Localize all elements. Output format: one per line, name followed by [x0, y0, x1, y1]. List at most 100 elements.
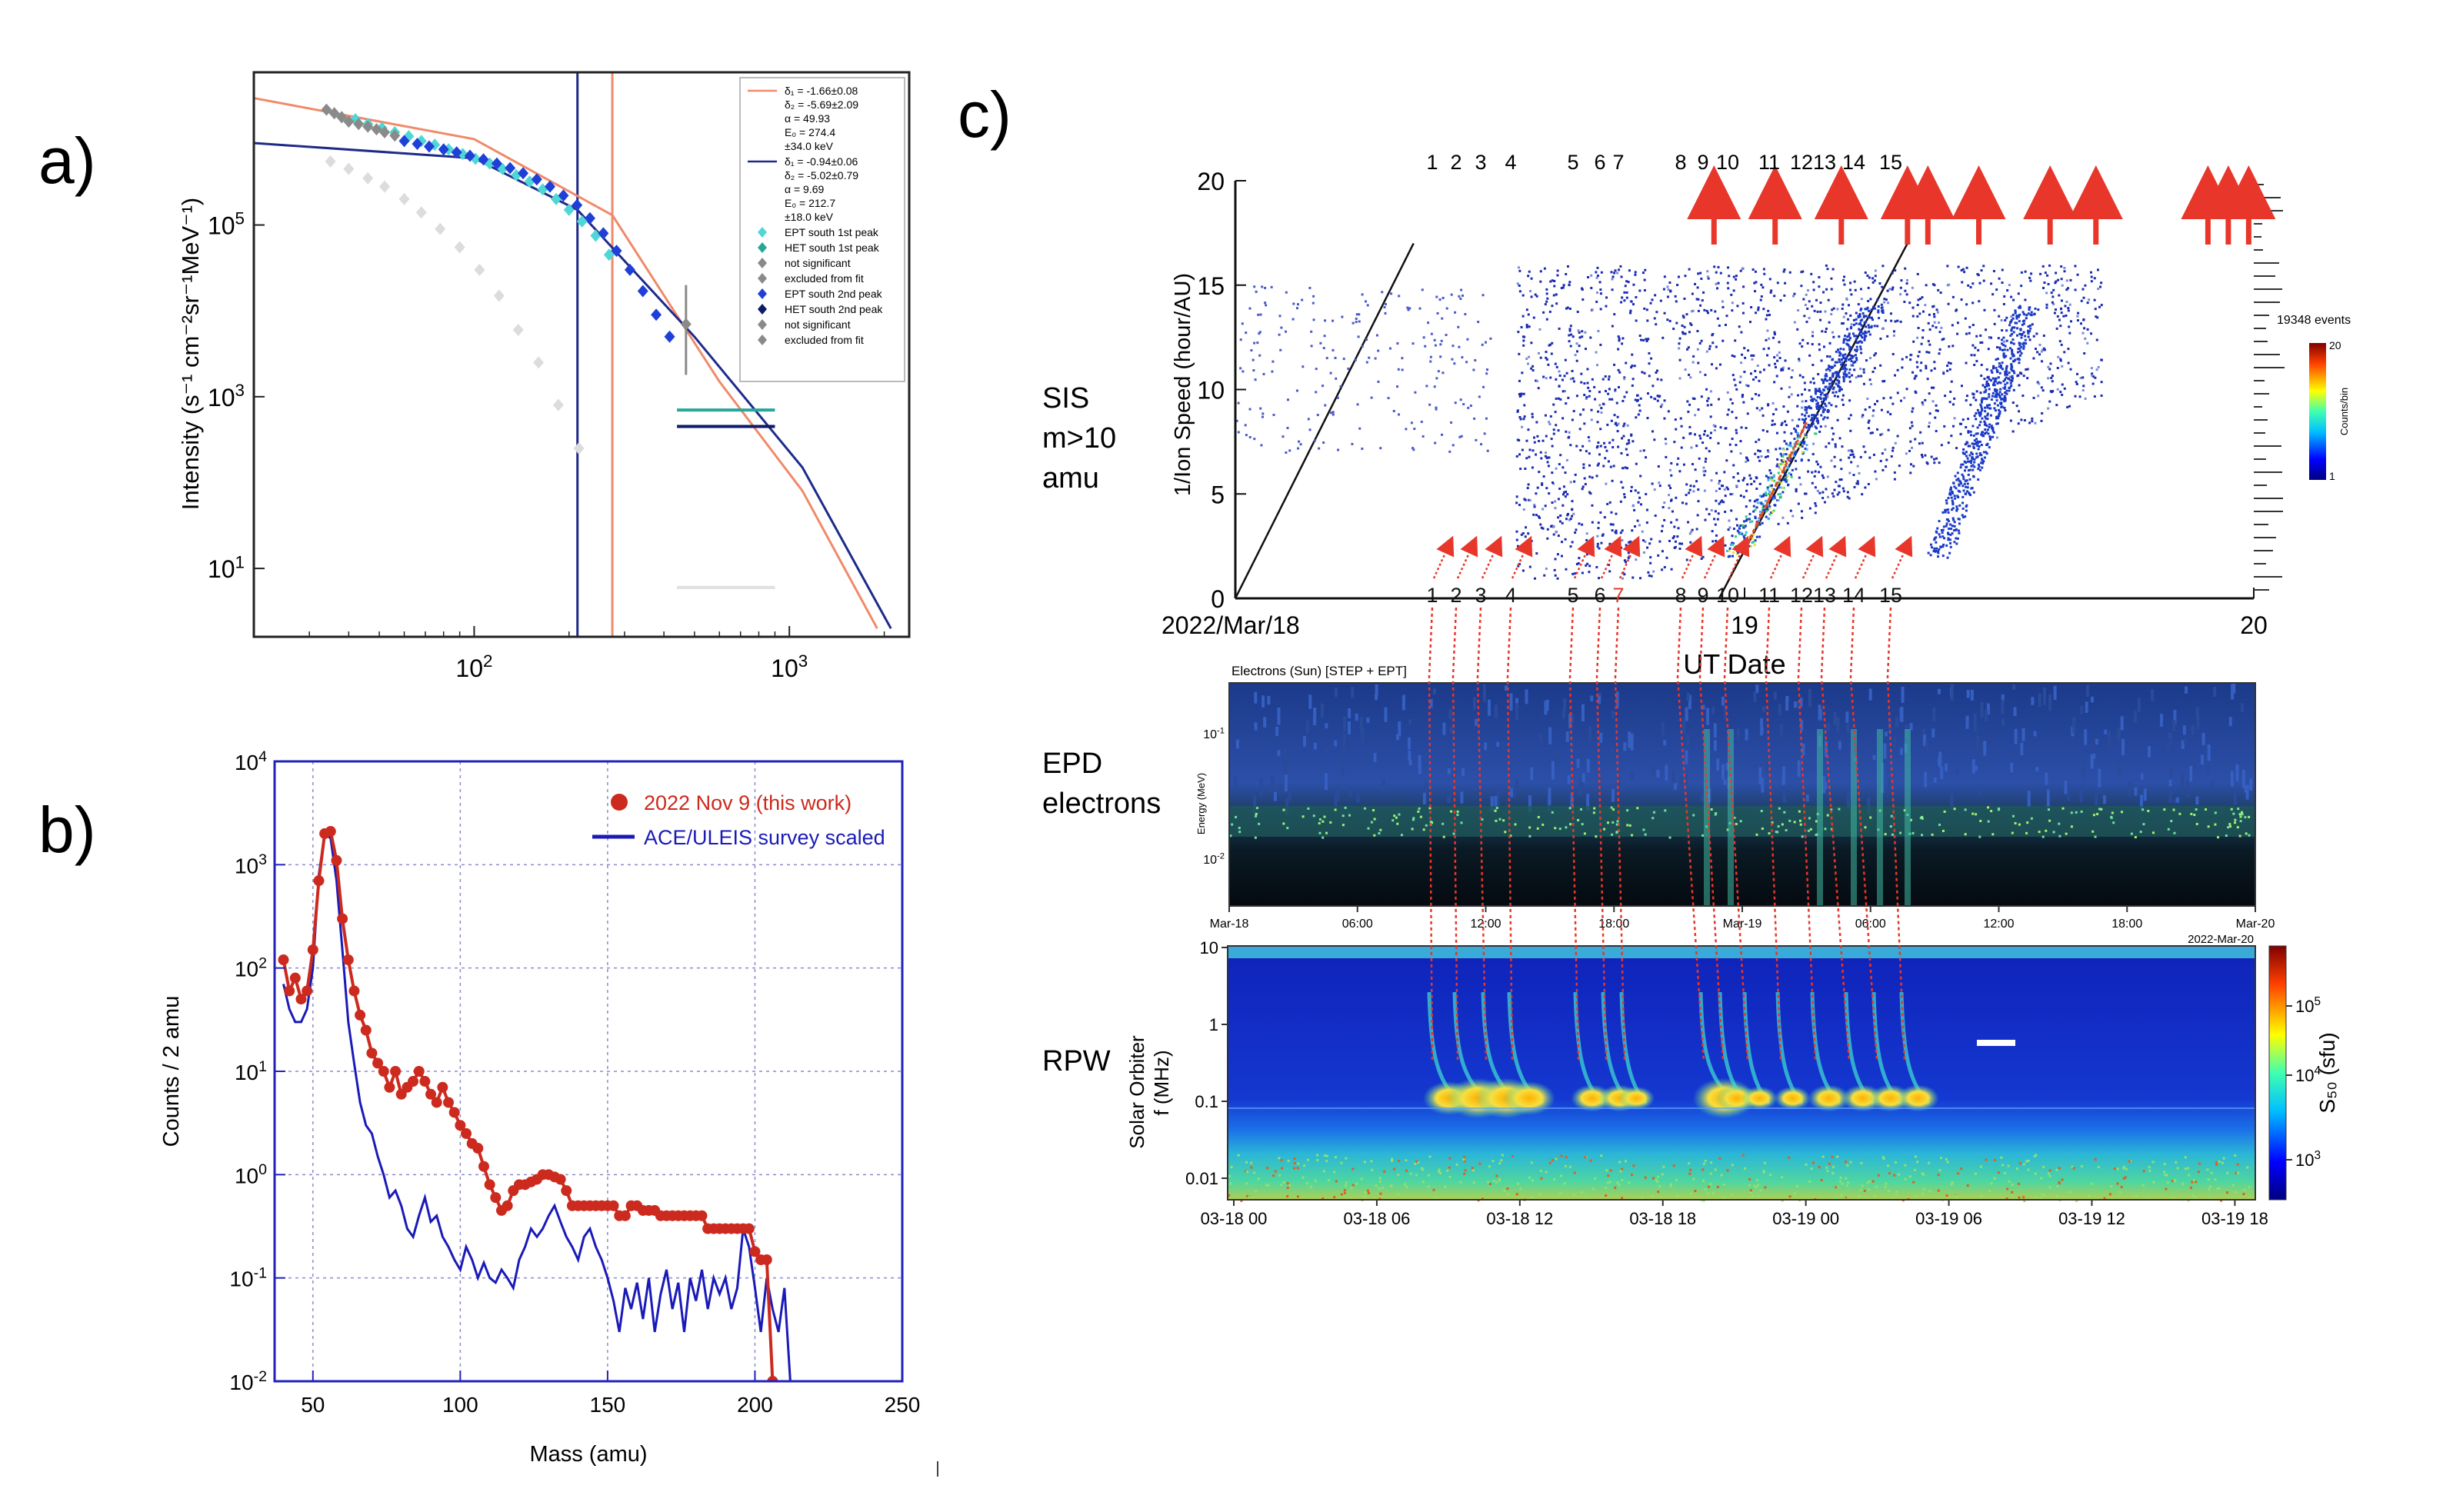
- scatter-point: [1931, 325, 1935, 328]
- scatter-point: [1691, 397, 1695, 400]
- scatter-point: [1795, 488, 1798, 491]
- streak-point: [1965, 451, 1968, 454]
- epd-texture-cell: [1515, 779, 1519, 792]
- rpw-noise-cell: [1836, 1185, 1839, 1188]
- scatter-point: [1721, 485, 1725, 488]
- scatter-point: [1775, 448, 1778, 451]
- epd-texture-cell: [1985, 710, 1988, 721]
- rpw-noise-cell: [1835, 1186, 1838, 1189]
- scatter-point: [1719, 501, 1722, 504]
- scatter-point: [1924, 398, 1927, 401]
- scatter-point: [1874, 403, 1877, 406]
- epd-texture-cell: [1348, 721, 1351, 735]
- scatter-point: [1638, 335, 1641, 338]
- scatter-point: [2096, 316, 2099, 319]
- scatter-point: [1836, 493, 1839, 496]
- streak-point: [1848, 371, 1851, 375]
- scatter-point: [1580, 287, 1583, 290]
- scatter-point: [2098, 285, 2101, 288]
- epd-texture-cell: [2118, 762, 2121, 777]
- scatter-point: [1781, 516, 1785, 519]
- scatter-point: [1819, 425, 1822, 428]
- streak-point: [1767, 492, 1770, 495]
- scatter-point: [1667, 410, 1670, 413]
- streak-point: [1804, 414, 1807, 417]
- scatter-point: [1702, 291, 1705, 294]
- scatter-point: [1754, 452, 1757, 455]
- rpw-noise-cell: [1593, 1177, 1596, 1180]
- data-point: [389, 129, 401, 142]
- scatter-point: [1478, 395, 1481, 398]
- rpw-noise-cell: [1661, 1173, 1664, 1176]
- epd-texture-cell: [2092, 753, 2096, 759]
- data-point: [337, 913, 348, 924]
- scatter-point: [1909, 358, 1912, 361]
- scatter-point: [1768, 364, 1771, 367]
- scatter-point: [1322, 347, 1325, 350]
- rpw-noise-cell: [2195, 1181, 2198, 1184]
- rpw-noise-cell: [1306, 1158, 1309, 1161]
- scatter-point: [2011, 377, 2015, 380]
- streak-point: [2008, 321, 2011, 324]
- rpw-noise-cell: [2035, 1195, 2038, 1198]
- scatter-point: [1901, 366, 1904, 369]
- scatter-point: [1515, 501, 1518, 505]
- epd-band-cell: [1541, 823, 1545, 826]
- scatter-point: [1730, 509, 1733, 512]
- scatter-point: [2032, 396, 2035, 399]
- rpw-noise-cell: [1993, 1159, 1996, 1162]
- streak-point: [1962, 489, 1965, 492]
- streak-point: [1976, 444, 1979, 447]
- scatter-point: [1678, 547, 1681, 550]
- scatter-point: [1521, 425, 1524, 428]
- epd-texture-cell: [1334, 687, 1338, 698]
- scatter-point: [1688, 268, 1691, 271]
- streak-point: [1947, 537, 1950, 540]
- scatter-point: [1811, 363, 1815, 366]
- streak-point: [1985, 431, 1988, 434]
- scatter-point: [2003, 340, 2006, 343]
- scatter-point: [1585, 538, 1588, 541]
- scatter-point: [2051, 380, 2054, 383]
- scatter-point: [1791, 515, 1795, 518]
- rpw-noise-cell: [1672, 1164, 1675, 1167]
- streak-point: [1864, 321, 1867, 324]
- scatter-point: [1542, 475, 1545, 478]
- scatter-point: [1418, 307, 1421, 310]
- epd-texture-cell: [1313, 742, 1317, 750]
- rpw-noise-cell: [1333, 1171, 1336, 1174]
- scatter-point: [1841, 487, 1845, 490]
- scatter-point: [1905, 388, 1908, 391]
- rpw-noise-cell: [1282, 1181, 1285, 1184]
- streak-point: [1929, 543, 1932, 546]
- rpw-noise-cell: [1990, 1182, 1993, 1185]
- scatter-point: [1758, 482, 1761, 485]
- rpw-noise-cell: [1274, 1170, 1277, 1173]
- streak-point: [1831, 358, 1835, 361]
- scatter-point: [1675, 518, 1678, 521]
- scatter-point: [1565, 307, 1568, 310]
- streak-point: [1815, 420, 1818, 423]
- streak-point: [1760, 502, 1763, 505]
- scatter-point: [1856, 465, 1859, 468]
- scatter-point: [2069, 368, 2072, 371]
- streak-point: [2012, 342, 2015, 345]
- scatter-point: [1555, 365, 1558, 368]
- streak-point: [1816, 417, 1819, 420]
- rpw-noise-cell: [2152, 1181, 2155, 1184]
- scatter-point: [1545, 567, 1548, 570]
- data-point: [461, 1127, 472, 1139]
- streak-point: [1766, 506, 1769, 509]
- epd-texture-cell: [2178, 741, 2182, 750]
- scatter-point: [1786, 521, 1789, 525]
- scatter-point: [1548, 423, 1551, 426]
- streak-point: [1749, 536, 1752, 539]
- scatter-point: [1881, 265, 1885, 268]
- scatter-point: [1688, 491, 1691, 495]
- epd-texture-cell: [1970, 689, 1974, 701]
- scatter-point: [1784, 281, 1787, 285]
- streak-point: [1853, 323, 1856, 326]
- event-connectors: 1122334455667788991010111112121313141415…: [1426, 151, 2276, 1062]
- scatter-point: [1590, 408, 1593, 411]
- scatter-point: [1627, 438, 1630, 441]
